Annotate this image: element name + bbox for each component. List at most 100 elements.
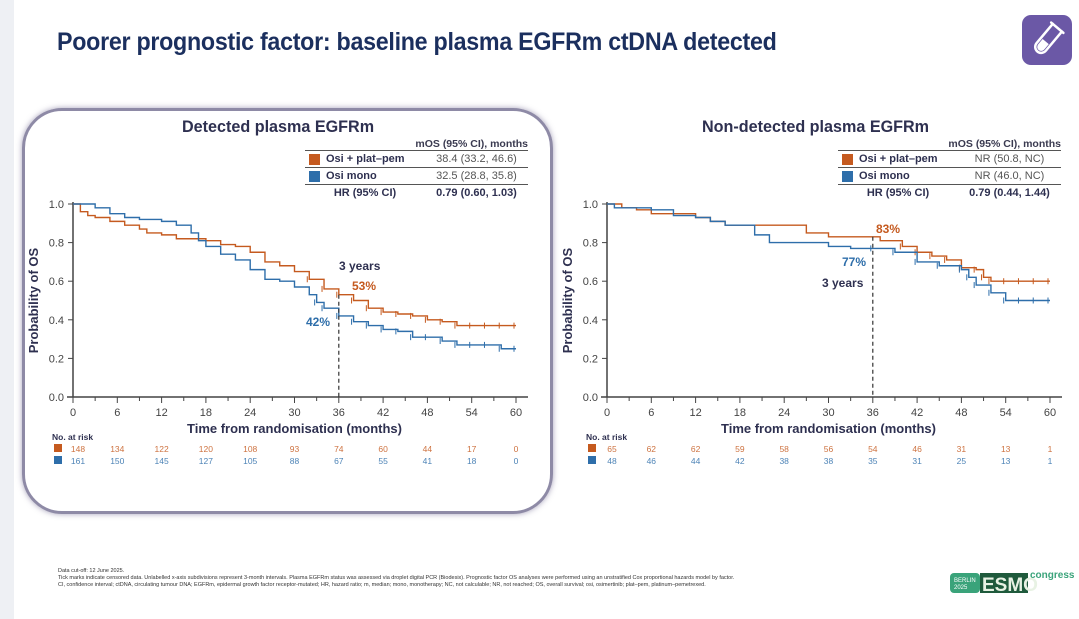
- at-risk-count: 1: [1048, 456, 1053, 466]
- at-risk-count: 105: [243, 456, 257, 466]
- annotation-annotation-a: 83%: [876, 222, 900, 236]
- at-risk-count: 127: [199, 456, 213, 466]
- hr-value: 0.79 (0.44, 1.44): [958, 184, 1061, 201]
- x-tick-label: 54: [1000, 407, 1012, 419]
- at-risk-count: 44: [691, 456, 701, 466]
- at-risk-count: 13: [1001, 456, 1011, 466]
- at-risk-count: 1: [1048, 444, 1053, 454]
- at-risk-count: 25: [957, 456, 967, 466]
- legend-header: mOS (95% CI), months: [415, 138, 528, 150]
- footnote-methods: Tick marks indicate censored data. Unlab…: [58, 575, 735, 581]
- at-risk-count: 46: [647, 456, 657, 466]
- x-axis-label: Time from randomisation (months): [187, 421, 402, 436]
- hr-label: HR (95% CI): [838, 184, 958, 201]
- y-tick-label: 0.2: [583, 353, 598, 365]
- y-tick-label: 0.0: [583, 392, 598, 404]
- legend-nondetected: mOS (95% CI), months Osi + plat–pem NR (…: [838, 138, 1061, 201]
- hr-value: 0.79 (0.60, 1.03): [425, 184, 528, 201]
- x-tick-label: 0: [604, 407, 610, 419]
- legend-swatch-osi-plat-pem: [309, 153, 320, 165]
- at-risk-swatch: [54, 456, 62, 464]
- x-tick-label: 48: [955, 407, 967, 419]
- at-risk-swatch: [54, 444, 62, 452]
- at-risk-count: 38: [824, 456, 834, 466]
- legend-swatch-osi-mono: [309, 170, 320, 182]
- logo-suffix: congress: [1030, 570, 1075, 581]
- at-risk-count: 122: [155, 444, 169, 454]
- at-risk-count: 56: [824, 444, 834, 454]
- y-tick-label: 0.0: [49, 392, 64, 404]
- at-risk-count: 161: [71, 456, 85, 466]
- left-edge: [0, 0, 14, 619]
- footnote-abbreviations: CI, confidence interval; ctDNA, circulat…: [58, 582, 706, 588]
- legend-label: Osi mono: [859, 170, 910, 182]
- x-tick-label: 18: [734, 407, 746, 419]
- at-risk-count: 18: [467, 456, 477, 466]
- legend-swatch-osi-plat-pem: [842, 153, 853, 165]
- panel-subtitle-detected: Detected plasma EGFRm: [182, 117, 375, 136]
- at-risk-count: 65: [607, 444, 617, 454]
- legend-detected: mOS (95% CI), months Osi + plat–pem 38.4…: [305, 138, 528, 201]
- at-risk-count: 42: [735, 456, 745, 466]
- annotation-annotation-a: 53%: [352, 279, 376, 293]
- y-tick-label: 0.8: [583, 238, 598, 250]
- at-risk-count: 93: [290, 444, 300, 454]
- at-risk-count: 38: [779, 456, 789, 466]
- at-risk-count: 44: [423, 444, 433, 454]
- at-risk-count: 108: [243, 444, 257, 454]
- at-risk-count: 150: [110, 456, 124, 466]
- x-tick-label: 6: [648, 407, 654, 419]
- x-tick-label: 6: [114, 407, 120, 419]
- y-tick-label: 0.2: [49, 353, 64, 365]
- panel-subtitle-nondetected: Non-detected plasma EGFRm: [702, 117, 930, 136]
- x-tick-label: 30: [288, 407, 300, 419]
- y-axis-label: Probability of OS: [560, 247, 575, 353]
- km-chart-nondetected: 0.0 0.2 0.4 0.6 0.8 1.0 0 6 12 18 24 30 36 42 48 54 60 Ti…: [560, 199, 1062, 466]
- km-curve-osi-mono: [73, 203, 516, 350]
- at-risk-count: 134: [110, 444, 124, 454]
- hr-label: HR (95% CI): [305, 184, 425, 201]
- at-risk-swatch: [588, 444, 596, 452]
- km-chart-detected: 0.0 0.2 0.4 0.6 0.8 1.0 0 6 12 18 24 30 36 42 48 54 60 Ti…: [26, 199, 528, 466]
- at-risk-count: 35: [868, 456, 878, 466]
- legend-value: 38.4 (33.2, 46.6): [425, 150, 528, 168]
- x-tick-label: 12: [155, 407, 167, 419]
- legend-label: Osi mono: [326, 170, 377, 182]
- at-risk-swatch: [588, 456, 596, 464]
- at-risk-count: 145: [155, 456, 169, 466]
- legend-label: Osi + plat–pem: [326, 153, 405, 165]
- at-risk-count: 13: [1001, 444, 1011, 454]
- footnote-cutoff: Data cut-off: 12 June 2025.: [58, 568, 125, 574]
- at-risk-count: 54: [868, 444, 878, 454]
- x-tick-label: 24: [778, 407, 790, 419]
- annotation-annotation-b: 77%: [842, 255, 866, 269]
- x-tick-label: 18: [200, 407, 212, 419]
- at-risk-count: 60: [378, 444, 388, 454]
- at-risk-count: 88: [290, 456, 300, 466]
- at-risk-count: 58: [779, 444, 789, 454]
- legend-value: 32.5 (28.8, 35.8): [425, 167, 528, 185]
- at-risk-count: 74: [334, 444, 344, 454]
- at-risk-count: 41: [423, 456, 433, 466]
- x-tick-label: 60: [1044, 407, 1056, 419]
- at-risk-count: 31: [957, 444, 967, 454]
- esmo-congress-logo: BERLIN 2025 ESMO congress: [950, 568, 1075, 596]
- at-risk-count: 62: [647, 444, 657, 454]
- test-tube-icon: [1022, 15, 1072, 65]
- at-risk-count: 62: [691, 444, 701, 454]
- x-tick-label: 12: [689, 407, 701, 419]
- footnote: Data cut-off: 12 June 2025. Tick marks i…: [58, 568, 818, 589]
- y-tick-label: 0.6: [583, 276, 598, 288]
- x-tick-label: 36: [333, 407, 345, 419]
- at-risk-count: 0: [514, 456, 519, 466]
- legend-swatch-osi-mono: [842, 170, 853, 182]
- y-tick-label: 0.8: [49, 238, 64, 250]
- annotation-annotation-years: 3 years: [822, 276, 864, 290]
- km-curve-osi-mono: [607, 203, 1050, 302]
- x-tick-label: 60: [510, 407, 522, 419]
- detected-panel-frame: [22, 108, 553, 514]
- y-tick-label: 1.0: [583, 199, 598, 211]
- x-tick-label: 0: [70, 407, 76, 419]
- at-risk-count: 48: [607, 456, 617, 466]
- at-risk-title: No. at risk: [586, 432, 627, 442]
